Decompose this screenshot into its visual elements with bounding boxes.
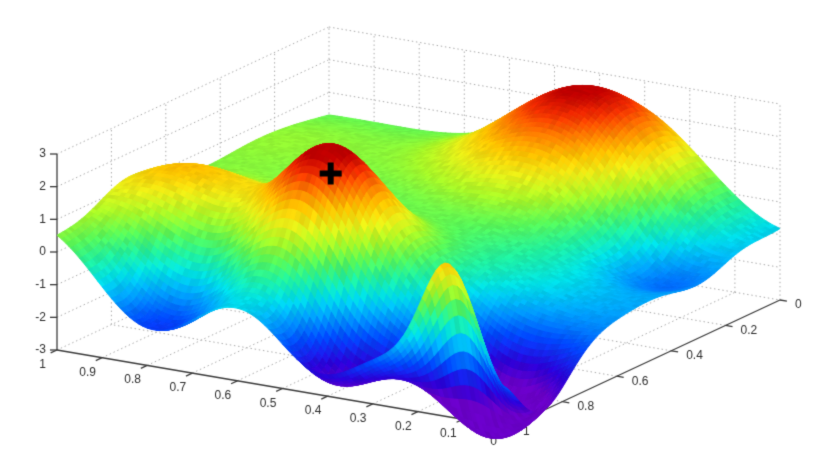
surface-plot-canvas [0, 0, 820, 461]
surface-plot-figure [0, 0, 820, 461]
